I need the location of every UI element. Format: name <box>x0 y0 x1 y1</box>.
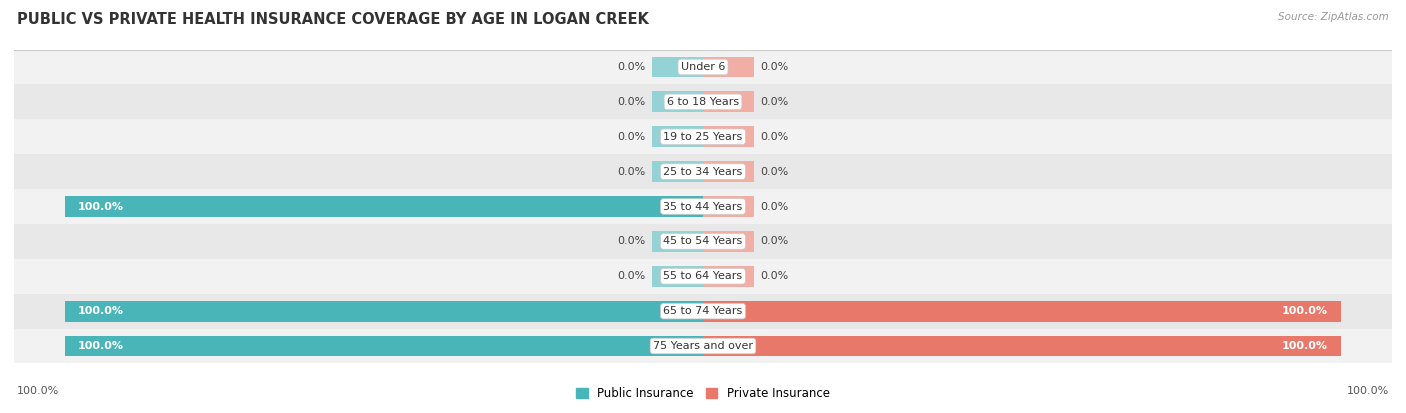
Text: 100.0%: 100.0% <box>77 341 124 351</box>
Text: 100.0%: 100.0% <box>1282 306 1329 316</box>
Text: 0.0%: 0.0% <box>617 62 645 72</box>
Text: 0.0%: 0.0% <box>761 97 789 107</box>
Text: 0.0%: 0.0% <box>617 236 645 247</box>
Bar <box>703 266 754 287</box>
Bar <box>14 259 1392 294</box>
Bar <box>652 126 703 147</box>
Text: Source: ZipAtlas.com: Source: ZipAtlas.com <box>1278 12 1389 22</box>
Text: 0.0%: 0.0% <box>761 202 789 211</box>
Text: 0.0%: 0.0% <box>761 166 789 177</box>
Text: 0.0%: 0.0% <box>617 132 645 142</box>
Bar <box>703 301 754 322</box>
Bar <box>703 57 754 78</box>
Bar <box>14 224 1392 259</box>
Text: 100.0%: 100.0% <box>77 202 124 211</box>
Bar <box>652 196 703 217</box>
Text: 0.0%: 0.0% <box>617 166 645 177</box>
Bar <box>65 335 703 356</box>
Bar <box>652 266 703 287</box>
Bar <box>14 154 1392 189</box>
Bar <box>14 119 1392 154</box>
Text: 0.0%: 0.0% <box>617 97 645 107</box>
Bar <box>652 161 703 182</box>
Text: 100.0%: 100.0% <box>1282 341 1329 351</box>
Bar <box>703 335 1341 356</box>
Bar <box>14 50 1392 84</box>
Text: 65 to 74 Years: 65 to 74 Years <box>664 306 742 316</box>
Text: 100.0%: 100.0% <box>17 387 59 396</box>
Text: 6 to 18 Years: 6 to 18 Years <box>666 97 740 107</box>
Text: 45 to 54 Years: 45 to 54 Years <box>664 236 742 247</box>
Bar <box>14 329 1392 363</box>
Text: 19 to 25 Years: 19 to 25 Years <box>664 132 742 142</box>
Bar <box>652 57 703 78</box>
Bar <box>703 301 1341 322</box>
Text: 100.0%: 100.0% <box>1347 387 1389 396</box>
Bar <box>652 301 703 322</box>
Text: 25 to 34 Years: 25 to 34 Years <box>664 166 742 177</box>
Bar <box>703 196 754 217</box>
Bar <box>14 189 1392 224</box>
Text: 35 to 44 Years: 35 to 44 Years <box>664 202 742 211</box>
Text: 0.0%: 0.0% <box>761 271 789 281</box>
Text: PUBLIC VS PRIVATE HEALTH INSURANCE COVERAGE BY AGE IN LOGAN CREEK: PUBLIC VS PRIVATE HEALTH INSURANCE COVER… <box>17 12 648 27</box>
Bar <box>703 335 754 356</box>
Text: Under 6: Under 6 <box>681 62 725 72</box>
Text: 0.0%: 0.0% <box>761 62 789 72</box>
Text: 75 Years and over: 75 Years and over <box>652 341 754 351</box>
Bar <box>14 84 1392 119</box>
Bar <box>703 161 754 182</box>
Bar <box>703 126 754 147</box>
Text: 0.0%: 0.0% <box>761 132 789 142</box>
Bar <box>652 231 703 252</box>
Text: 100.0%: 100.0% <box>77 306 124 316</box>
Text: 55 to 64 Years: 55 to 64 Years <box>664 271 742 281</box>
Text: 0.0%: 0.0% <box>617 271 645 281</box>
Bar <box>652 335 703 356</box>
Legend: Public Insurance, Private Insurance: Public Insurance, Private Insurance <box>571 382 835 405</box>
Bar <box>65 196 703 217</box>
Bar <box>65 301 703 322</box>
Bar <box>703 91 754 112</box>
Text: 0.0%: 0.0% <box>761 236 789 247</box>
Bar <box>14 294 1392 329</box>
Bar <box>703 231 754 252</box>
Bar <box>652 91 703 112</box>
